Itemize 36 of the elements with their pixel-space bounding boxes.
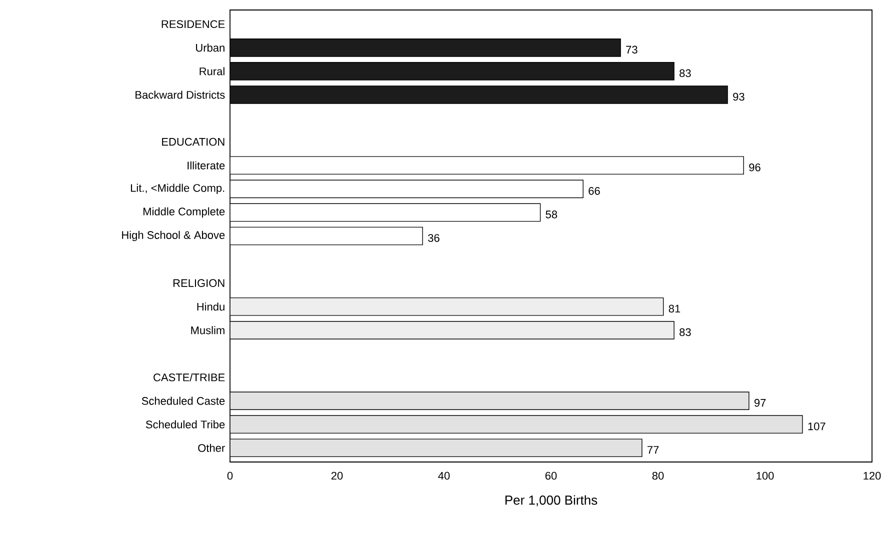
data-label: 77 — [648, 446, 659, 454]
x-tick-label: 80 — [652, 472, 664, 480]
y-tick-label: Scheduled Caste — [142, 396, 225, 405]
data-label: 73 — [626, 46, 638, 54]
y-tick-label: RELIGION — [173, 279, 224, 287]
y-tick-label: EDUCATION — [162, 138, 224, 146]
data-label: 97 — [754, 398, 766, 407]
y-tick-label: Urban — [196, 44, 224, 52]
x-tick-label: 0 — [227, 472, 233, 480]
y-tick-label: Hindu — [197, 302, 224, 311]
y-tick-label: Other — [198, 444, 225, 452]
x-tick-label: 60 — [545, 472, 557, 480]
data-label: 66 — [588, 187, 600, 195]
y-tick-label: Backward Districts — [136, 90, 225, 99]
data-label: 83 — [680, 69, 691, 78]
y-tick-label: Middle Complete — [144, 207, 225, 218]
y-tick-label: High School & Above — [122, 230, 225, 242]
x-tick-label: 40 — [438, 472, 450, 480]
x-tick-label: 20 — [331, 472, 343, 480]
data-label: 107 — [808, 422, 826, 430]
x-axis-title: Per 1,000 Births — [505, 495, 598, 506]
y-tick-label: Scheduled Tribe — [146, 420, 225, 428]
x-tick-label: 100 — [756, 472, 774, 480]
data-label: 93 — [733, 92, 744, 101]
data-label: 81 — [668, 304, 680, 313]
y-tick-label: Illiterate — [188, 161, 225, 170]
y-tick-label: Muslim — [191, 326, 224, 334]
data-label: 96 — [749, 163, 760, 172]
y-tick-label: CASTE/TRIBE — [154, 373, 225, 382]
data-label: 36 — [428, 234, 440, 242]
y-tick-label: RESIDENCE — [162, 20, 225, 28]
data-label: 58 — [546, 210, 558, 218]
x-tick-label: 120 — [864, 472, 881, 480]
y-tick-label: Rural — [200, 67, 224, 76]
data-label: 83 — [680, 328, 691, 336]
y-tick-label: Lit., <Middle Comp. — [130, 184, 224, 194]
